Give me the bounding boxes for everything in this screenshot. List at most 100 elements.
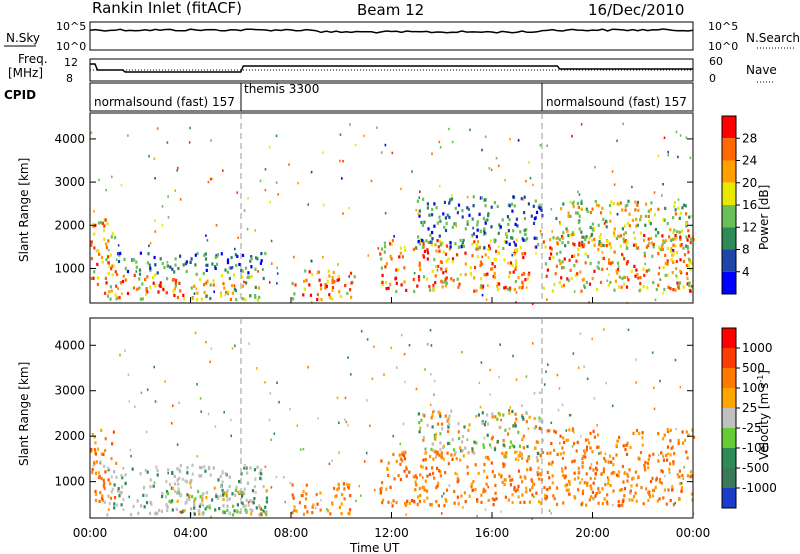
heatmap-speck	[436, 269, 439, 272]
heatmap-cell	[464, 273, 467, 277]
heatmap-speck	[484, 135, 487, 138]
heatmap-cell	[244, 504, 247, 508]
heatmap-cell	[94, 450, 97, 454]
heatmap-cell	[395, 459, 398, 464]
heatmap-cell	[518, 286, 521, 290]
heatmap-cell	[484, 221, 487, 225]
heatmap-speck	[668, 471, 671, 474]
heatmap-cell	[242, 284, 245, 288]
heatmap-cell	[254, 267, 257, 271]
heatmap-cell	[226, 258, 230, 262]
heatmap-speck	[495, 157, 498, 160]
heatmap-cell	[193, 506, 196, 510]
heatmap-cell	[517, 276, 520, 280]
heatmap-cell	[563, 440, 566, 444]
heatmap-cell	[498, 282, 501, 286]
heatmap-cell	[349, 508, 352, 512]
heatmap-cell	[94, 471, 97, 475]
heatmap-cell	[562, 266, 565, 270]
heatmap-cell	[632, 495, 636, 499]
heatmap-cell	[162, 288, 165, 292]
heatmap-speck	[522, 198, 525, 201]
heatmap-cell	[200, 474, 203, 478]
heatmap-cell	[412, 247, 415, 251]
heatmap-cell	[574, 496, 577, 500]
heatmap-cell	[419, 426, 422, 430]
heatmap-cell	[504, 285, 507, 290]
heatmap-cell	[671, 485, 674, 489]
heatmap-cell	[233, 509, 236, 513]
heatmap-cell	[581, 235, 584, 239]
heatmap-cell	[165, 490, 169, 494]
heatmap-cell	[381, 283, 384, 287]
heatmap-cell	[119, 490, 122, 495]
heatmap-cell	[326, 509, 330, 513]
freq-label: Freq.	[18, 52, 48, 66]
heatmap-cell	[537, 466, 540, 470]
heatmap-cell	[250, 256, 253, 261]
heatmap-cell	[490, 461, 493, 465]
heatmap-speck	[663, 136, 666, 140]
heatmap-speck	[611, 404, 614, 408]
heatmap-cell	[191, 463, 194, 467]
heatmap-speck	[515, 378, 518, 381]
heatmap-cell	[678, 230, 681, 234]
heatmap-cell	[601, 206, 604, 210]
heatmap-cell	[426, 251, 430, 255]
heatmap-cell	[621, 500, 624, 504]
heatmap-cell	[100, 477, 103, 481]
heatmap-cell	[90, 276, 93, 280]
heatmap-speck	[415, 246, 417, 249]
heatmap-cell	[412, 475, 415, 479]
heatmap-cell	[511, 443, 514, 448]
heatmap-cell	[110, 490, 113, 494]
colorbar-tick-label: -100	[742, 441, 769, 455]
heatmap-cell	[566, 277, 569, 281]
heatmap-cell	[502, 246, 505, 251]
heatmap-cell	[520, 197, 523, 201]
heatmap-cell	[670, 249, 673, 253]
heatmap-speck	[213, 290, 215, 293]
heatmap-cell	[119, 251, 122, 255]
heatmap-cell	[666, 273, 669, 277]
heatmap-speck	[481, 293, 484, 297]
heatmap-cell	[508, 474, 511, 478]
heatmap-cell	[311, 272, 314, 277]
heatmap-cell	[449, 198, 452, 202]
heatmap-speck	[230, 434, 232, 438]
heatmap-speck	[533, 392, 536, 395]
heatmap-speck	[207, 180, 210, 184]
heatmap-cell	[434, 435, 437, 439]
heatmap-cell	[206, 505, 209, 509]
heatmap-cell	[293, 509, 296, 513]
heatmap-cell	[686, 276, 689, 280]
heatmap-cell	[479, 260, 482, 264]
heatmap-speck	[402, 422, 405, 426]
heatmap-cell	[262, 276, 265, 281]
heatmap-cell	[401, 459, 404, 463]
heatmap-cell	[470, 485, 473, 489]
heatmap-cell	[661, 247, 664, 251]
heatmap-cell	[670, 258, 673, 262]
heatmap-speck	[156, 127, 159, 130]
heatmap-cell	[654, 234, 658, 238]
heatmap-cell	[451, 225, 454, 229]
heatmap-cell	[342, 482, 346, 486]
heatmap-cell	[685, 450, 688, 454]
heatmap-cell	[433, 287, 436, 291]
heatmap-cell	[124, 266, 127, 271]
heatmap-cell	[573, 232, 576, 236]
heatmap-cell	[228, 497, 231, 501]
heatmap-cell	[521, 280, 524, 284]
heatmap-cell	[107, 494, 110, 498]
heatmap-speck	[430, 373, 432, 376]
heatmap-cell	[200, 297, 203, 301]
heatmap-cell	[348, 512, 351, 516]
heatmap-cell	[555, 236, 558, 241]
heatmap-cell	[595, 468, 599, 472]
heatmap-cell	[422, 435, 425, 439]
heatmap-cell	[93, 448, 96, 452]
heatmap-cell	[423, 485, 426, 490]
heatmap-cell	[489, 239, 492, 243]
heatmap-cell	[669, 498, 672, 503]
